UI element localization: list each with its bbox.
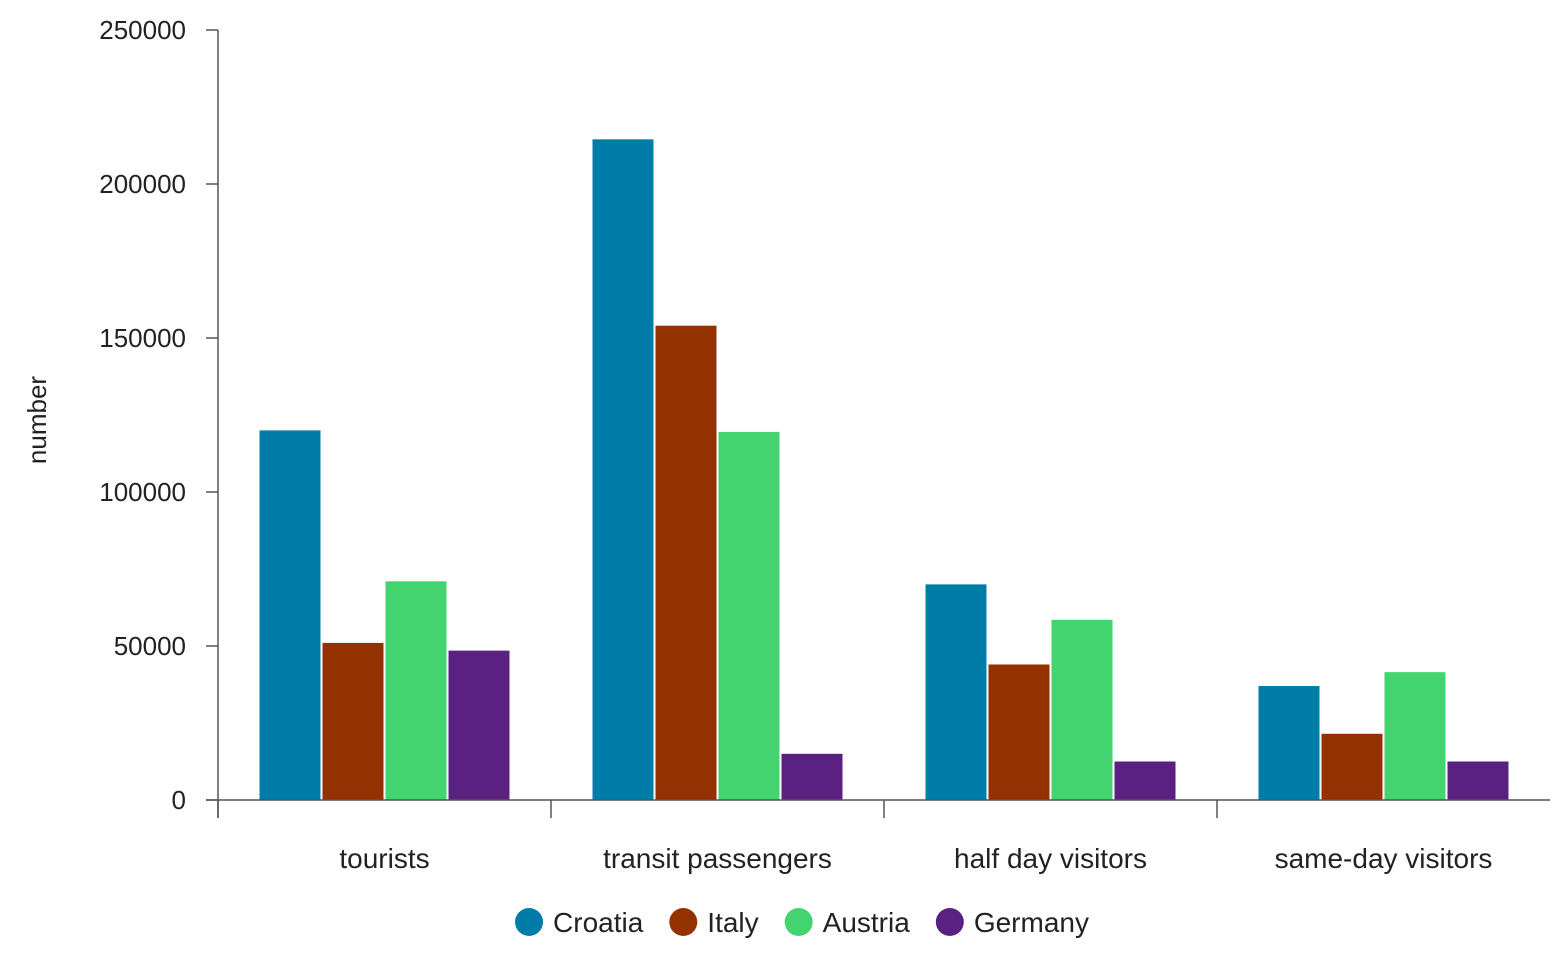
legend-swatch [669, 908, 698, 936]
y-axis-title: number [22, 376, 52, 464]
y-tick-label: 50000 [114, 631, 186, 661]
bars [259, 139, 1509, 801]
bar-germany-half-day-visitors[interactable] [1114, 761, 1176, 801]
bar-italy-tourists[interactable] [322, 642, 384, 800]
bar-croatia-half-day-visitors[interactable] [925, 584, 987, 800]
y-axis-ticks: 0 50000 100000 150000 200000 250000 [99, 15, 218, 815]
legend-swatch [784, 908, 813, 936]
bar-germany-transit-passengers[interactable] [781, 753, 843, 800]
legend-swatch [935, 908, 964, 936]
bar-germany-same-day-visitors[interactable] [1447, 761, 1509, 801]
y-tick-label: 150000 [99, 323, 186, 353]
legend-item-croatia[interactable]: Croatia [515, 907, 644, 938]
bar-croatia-transit-passengers[interactable] [592, 139, 654, 801]
bar-italy-half-day-visitors[interactable] [988, 664, 1050, 800]
x-tick-label: transit passengers [603, 843, 832, 874]
axes [206, 30, 1550, 818]
y-axis-title-group: number [22, 376, 52, 464]
x-tick-label: tourists [339, 843, 429, 874]
bar-austria-half-day-visitors[interactable] [1051, 619, 1113, 800]
legend-label: Austria [823, 907, 911, 938]
y-tick-label: 100000 [99, 477, 186, 507]
y-tick-label: 250000 [99, 15, 186, 45]
x-axis-labels: tourists transit passengers half day visit… [339, 843, 1492, 874]
legend-label: Italy [707, 907, 758, 938]
y-tick-label: 200000 [99, 169, 186, 199]
legend[interactable]: Croatia Italy Austria Germany [515, 907, 1089, 938]
bar-croatia-tourists[interactable] [259, 430, 321, 800]
y-tick-label: 0 [172, 785, 186, 815]
bar-italy-transit-passengers[interactable] [655, 325, 717, 800]
bar-germany-tourists[interactable] [448, 650, 510, 800]
bar-austria-same-day-visitors[interactable] [1384, 672, 1446, 800]
legend-label: Germany [974, 907, 1089, 938]
x-tick-label: same-day visitors [1275, 843, 1493, 874]
bar-austria-transit-passengers[interactable] [718, 431, 780, 800]
legend-item-germany[interactable]: Germany [935, 907, 1089, 938]
legend-item-italy[interactable]: Italy [669, 907, 759, 938]
legend-label: Croatia [553, 907, 644, 938]
legend-item-austria[interactable]: Austria [784, 907, 911, 938]
bar-austria-tourists[interactable] [385, 581, 447, 800]
bar-croatia-same-day-visitors[interactable] [1258, 686, 1320, 800]
legend-swatch [515, 908, 544, 936]
x-tick-label: half day visitors [954, 843, 1147, 874]
bar-italy-same-day-visitors[interactable] [1321, 733, 1383, 800]
